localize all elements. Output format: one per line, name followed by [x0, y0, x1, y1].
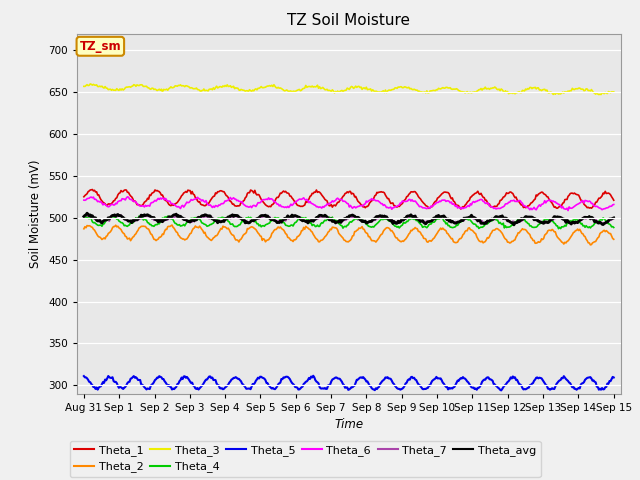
- Theta_2: [168, 222, 176, 228]
- Theta_avg: [83, 210, 91, 216]
- Y-axis label: Soil Moisture (mV): Soil Moisture (mV): [29, 159, 42, 268]
- Theta_1: [599, 190, 607, 196]
- Text: TZ_sm: TZ_sm: [79, 40, 121, 53]
- Line: Theta_avg: Theta_avg: [84, 213, 614, 225]
- Theta_1: [336, 198, 344, 204]
- Line: Theta_1: Theta_1: [84, 190, 614, 209]
- Theta_7: [368, 218, 376, 224]
- Theta_7: [599, 221, 607, 227]
- Theta_avg: [610, 215, 618, 221]
- Theta_4: [336, 221, 344, 227]
- Line: Theta_3: Theta_3: [84, 84, 614, 95]
- Theta_5: [333, 374, 340, 380]
- Theta_5: [336, 376, 344, 382]
- Theta_5: [599, 386, 607, 392]
- Theta_avg: [368, 218, 376, 224]
- Theta_2: [515, 230, 523, 236]
- Theta_6: [333, 196, 340, 202]
- Theta_3: [396, 84, 404, 90]
- Theta_3: [595, 92, 603, 97]
- Theta_4: [599, 215, 607, 221]
- Theta_5: [516, 382, 524, 387]
- Theta_1: [610, 197, 618, 203]
- Theta_5: [497, 387, 505, 393]
- Theta_1: [333, 201, 340, 207]
- Theta_2: [599, 228, 607, 234]
- Theta_2: [368, 238, 376, 243]
- Theta_4: [555, 226, 563, 231]
- Theta_6: [396, 200, 404, 206]
- Theta_6: [564, 208, 572, 214]
- Theta_3: [336, 89, 344, 95]
- Theta_4: [610, 225, 618, 230]
- Theta_3: [80, 84, 88, 89]
- Theta_4: [333, 218, 340, 224]
- Theta_3: [86, 81, 94, 87]
- Theta_1: [88, 187, 96, 192]
- Line: Theta_4: Theta_4: [84, 216, 614, 228]
- Theta_6: [515, 198, 523, 204]
- Theta_7: [336, 218, 344, 224]
- Theta_6: [124, 194, 131, 200]
- Theta_6: [80, 197, 88, 203]
- Theta_5: [396, 387, 404, 393]
- Line: Theta_6: Theta_6: [84, 197, 614, 211]
- Theta_5: [610, 374, 618, 380]
- Theta_4: [368, 224, 376, 230]
- X-axis label: Time: Time: [334, 418, 364, 431]
- Theta_avg: [336, 217, 344, 223]
- Theta_3: [610, 89, 618, 95]
- Theta_avg: [599, 222, 607, 228]
- Theta_1: [516, 201, 524, 207]
- Theta_avg: [396, 219, 404, 225]
- Line: Theta_2: Theta_2: [84, 225, 614, 245]
- Theta_avg: [80, 214, 88, 219]
- Theta_7: [80, 215, 88, 220]
- Theta_6: [610, 202, 618, 207]
- Line: Theta_7: Theta_7: [84, 215, 614, 224]
- Theta_5: [368, 385, 376, 391]
- Theta_6: [599, 206, 607, 212]
- Theta_6: [336, 197, 344, 203]
- Theta_avg: [510, 222, 518, 228]
- Theta_6: [368, 196, 376, 202]
- Theta_2: [80, 226, 88, 232]
- Theta_2: [396, 239, 404, 244]
- Theta_7: [610, 216, 618, 221]
- Theta_2: [336, 232, 344, 238]
- Theta_4: [396, 224, 404, 229]
- Theta_3: [599, 90, 607, 96]
- Legend: Theta_1, Theta_2, Theta_3, Theta_4, Theta_5, Theta_6, Theta_7, Theta_avg: Theta_1, Theta_2, Theta_3, Theta_4, Thet…: [70, 441, 541, 477]
- Theta_2: [610, 236, 618, 242]
- Theta_3: [368, 88, 376, 94]
- Theta_7: [117, 212, 125, 218]
- Theta_4: [80, 214, 88, 220]
- Theta_4: [109, 213, 117, 218]
- Theta_1: [396, 203, 404, 208]
- Theta_4: [515, 217, 523, 223]
- Theta_avg: [516, 218, 524, 224]
- Theta_2: [333, 226, 340, 231]
- Theta_avg: [333, 219, 340, 225]
- Theta_1: [80, 194, 88, 200]
- Theta_7: [598, 220, 606, 226]
- Theta_7: [333, 219, 340, 225]
- Theta_5: [309, 373, 317, 379]
- Theta_1: [457, 206, 465, 212]
- Theta_5: [80, 373, 88, 379]
- Theta_3: [515, 89, 523, 95]
- Theta_7: [396, 218, 404, 224]
- Theta_1: [368, 198, 376, 204]
- Theta_2: [586, 242, 594, 248]
- Title: TZ Soil Moisture: TZ Soil Moisture: [287, 13, 410, 28]
- Theta_7: [515, 218, 523, 224]
- Theta_3: [333, 89, 340, 95]
- Line: Theta_5: Theta_5: [84, 376, 614, 390]
